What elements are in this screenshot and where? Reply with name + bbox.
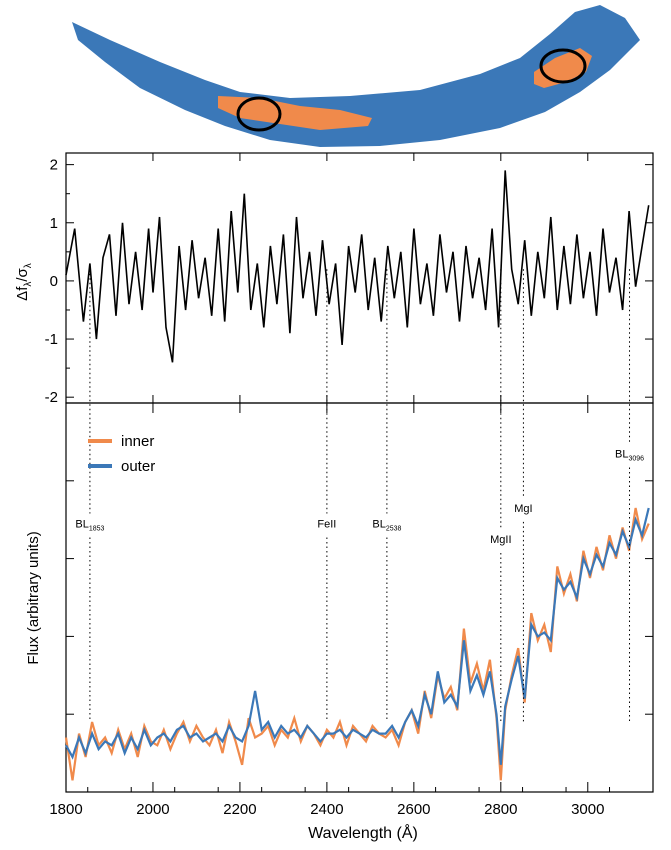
ellipse-marker-left (236, 96, 282, 132)
line-label: MgII (490, 534, 511, 546)
flux-series-inner (64, 507, 650, 781)
residual-y-tick-label: 1 (50, 215, 58, 232)
residual-panel: -2 -1 0 1 2 (45, 152, 654, 530)
legend-label-inner: inner (121, 433, 154, 450)
residual-y-label-slash: /σ (14, 267, 31, 281)
flux-x-tick-label: 2200 (223, 801, 256, 818)
residual-y-label-sub2: λ (23, 263, 34, 268)
line-label: BL3096 (615, 448, 644, 462)
flux-x-tick-label: 2000 (136, 801, 169, 818)
inner-region-left (218, 96, 372, 130)
residual-y-axis-label: Δfλ/σλ (14, 263, 34, 301)
residual-y-tick-label: 0 (50, 273, 58, 290)
line-label: BL2538 (372, 518, 401, 532)
flux-x-tick-label: 1800 (49, 801, 82, 818)
line-label: BL1853 (75, 518, 104, 532)
residual-series-line (65, 170, 650, 363)
ellipse-marker-right (539, 48, 587, 84)
flux-frame (65, 402, 654, 793)
two-d-spectrum-panel (72, 5, 640, 147)
residual-y-tick-label: -2 (45, 389, 58, 406)
flux-series-outer (65, 507, 650, 765)
flux-panel: 1800 2000 2200 2400 2600 2800 3000 BL1853 FeII BL… (49, 402, 654, 818)
flux-y-axis-label: Flux (arbitrary units) (25, 531, 42, 664)
flux-x-tick-label: 2800 (484, 801, 517, 818)
residual-y-tick-label: -1 (45, 331, 58, 348)
flux-x-tick-label: 2400 (310, 801, 343, 818)
flux-x-tick-label: 3000 (571, 801, 604, 818)
outer-band (72, 5, 640, 147)
x-axis-label: Wavelength (Å) (308, 823, 418, 842)
residual-y-label-sub1: λ (23, 282, 34, 287)
residual-y-tick-label: 2 (50, 157, 58, 174)
line-label: MgI (514, 503, 532, 515)
legend: inner outer (88, 433, 155, 475)
residual-y-label-main: Δf (14, 286, 31, 301)
line-label: FeII (317, 518, 336, 530)
legend-label-outer: outer (121, 458, 155, 475)
flux-x-tick-label: 2600 (397, 801, 430, 818)
